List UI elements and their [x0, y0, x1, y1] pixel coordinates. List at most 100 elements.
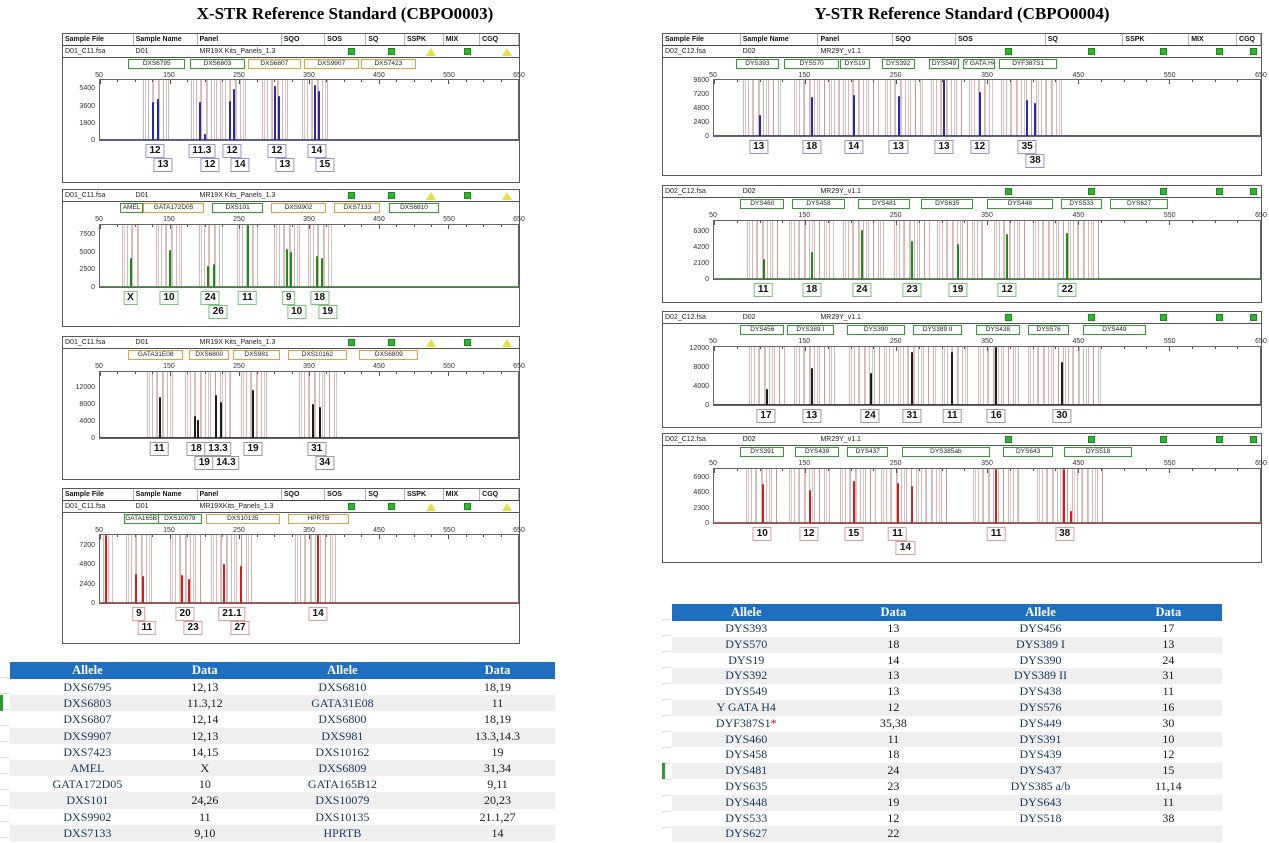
axis-tick-mark [714, 347, 715, 351]
data-cell: 11 [1162, 684, 1175, 699]
trace-baseline [100, 437, 518, 438]
signal-peak [317, 91, 320, 140]
plot-area [99, 79, 519, 141]
signal-peak [188, 578, 191, 603]
allele-call-label: 15 [844, 527, 864, 541]
marker-label: DYS390 [847, 325, 905, 335]
marker-label: DXS10162 [288, 350, 347, 360]
marker-label: DYS635 [921, 199, 974, 209]
axis-tick-mark [396, 225, 398, 227]
x-tick-label: 350 [981, 212, 993, 219]
axis-tick-mark [448, 80, 450, 84]
axis-tick-mark [326, 372, 328, 374]
allele-call-label-second: 23 [183, 621, 203, 635]
allele-cell: DYS627 [725, 826, 768, 841]
allele-cell: DXS10162 [315, 744, 370, 759]
axis-tick-mark [169, 225, 171, 229]
allele-bin-stripes [843, 80, 880, 136]
allele-call-label-second: 13 [153, 158, 173, 172]
sample-file-row: D01_C11.fsa D01 MR19X Kits_Panels_1.3 [63, 46, 519, 58]
allele-call-label: 11 [986, 527, 1006, 541]
axis-tick-mark [274, 80, 276, 82]
axis-tick-mark [396, 535, 398, 537]
x-tick-label: 650 [1255, 460, 1267, 467]
axis-tick-mark [714, 80, 715, 84]
axis-tick-mark [1169, 221, 1170, 225]
axis-tick-mark [465, 225, 467, 227]
axis-tick-mark [274, 372, 276, 374]
axis-tick-mark [964, 221, 966, 223]
status-pass-square-icon [387, 503, 395, 510]
axis-tick-mark [465, 535, 467, 537]
axis-tick-mark [309, 535, 310, 539]
axis-tick-mark [1123, 80, 1125, 82]
data-cell: 12,13 [191, 680, 219, 694]
marker-label: DXS6800 [189, 350, 230, 360]
table-row: DXS6803 11.3,12 GATA31E08 11 [10, 695, 555, 712]
axis-tick-mark [1237, 80, 1239, 82]
allele-cell: DYS437 [1019, 763, 1062, 778]
signal-peak [808, 489, 811, 523]
x-tick-label: 50 [95, 363, 103, 370]
status-pass-square-icon [463, 192, 471, 199]
signal-peak [246, 225, 249, 287]
column-header: SQO [893, 34, 956, 45]
axis-tick-mark [1078, 469, 1079, 473]
axis-tick-mark [1214, 469, 1216, 471]
marker-label: DYS576 [1028, 325, 1070, 335]
x-tick-label: 450 [1072, 338, 1085, 345]
axis-tick-mark [1260, 221, 1261, 225]
status-warn-triangle-icon [426, 48, 437, 56]
axis-tick-mark [221, 535, 223, 537]
x-tick-label: 250 [889, 338, 902, 345]
signal-peak [158, 396, 161, 438]
data-cell: 9,10 [194, 825, 216, 840]
signal-peak [978, 92, 981, 136]
signal-peak [1066, 232, 1069, 279]
x-tick-label: 150 [798, 72, 811, 79]
axis-tick-mark [1032, 469, 1034, 471]
x-tick-label: 350 [303, 72, 315, 79]
axis-tick-mark [378, 225, 380, 229]
sample-file-row: D02_C12.fsa D02 MR29Y_v1.1 [663, 434, 1261, 446]
trace-baseline [100, 602, 518, 603]
sample-file: D01_C11.fsa [65, 339, 106, 346]
signal-peak [1034, 102, 1037, 136]
axis-tick-mark [736, 80, 738, 82]
x-tick-label: 450 [373, 72, 385, 79]
footnote-asterisk: * [770, 715, 777, 730]
sample-file: D02_C12.fsa [665, 314, 706, 321]
electropherogram-panel-x2: D01_C11.fsa D01 MR19X Kits_Panels_1.3 AMEL G… [62, 189, 525, 327]
axis-tick-mark [396, 80, 398, 82]
sample-name: D02 [742, 48, 756, 55]
data-cell: 31,34 [483, 760, 511, 775]
allele-call-label: 9 [281, 291, 296, 305]
signal-peak [956, 243, 959, 279]
plot-area [713, 79, 1261, 137]
allele-cell: DXS6803 [63, 696, 112, 711]
y-tick-label: 0 [91, 137, 95, 144]
axis-tick-mark [759, 469, 761, 471]
x-tick-label: 150 [798, 212, 811, 219]
data-cell: 21.1,27 [479, 809, 516, 824]
marker-label: DYS391 [740, 447, 785, 457]
axis-tick-mark [100, 372, 101, 376]
allele-cell: DYS481 [725, 763, 768, 778]
axis-tick-mark [759, 221, 761, 223]
data-cell: 17 [1162, 621, 1175, 635]
allele-bin-stripes [211, 535, 254, 603]
allele-call-label: 11 [753, 283, 773, 297]
axis-tick-mark [1032, 347, 1034, 349]
data-cell: 13 [1162, 636, 1175, 651]
x-axis-ticks: 50 150 250 350 450 550 650 [95, 71, 525, 81]
x-tick-label: 550 [1163, 72, 1176, 79]
allele-call-label: 31 [902, 409, 922, 423]
signal-peak [104, 535, 107, 603]
data-cell: 35,38 [879, 715, 907, 730]
allele-bin-stripes [190, 80, 218, 140]
axis-tick-mark [805, 80, 806, 84]
allele-bin-stripes [295, 535, 337, 603]
panel-name: MR29Y_v1.1 [820, 436, 861, 443]
allele-cell: DYS576 [1019, 699, 1062, 714]
sample-file: D02_C12.fsa [665, 188, 706, 195]
